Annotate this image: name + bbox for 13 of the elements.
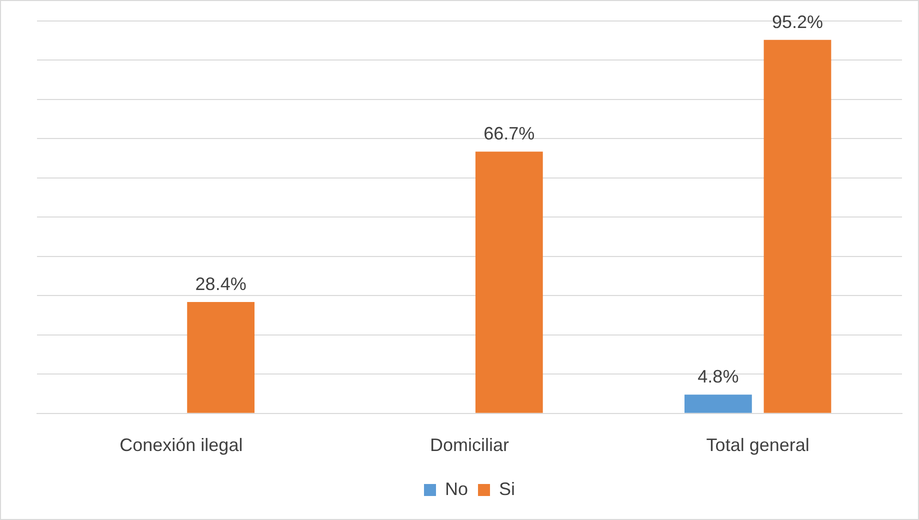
data-label: 4.8% <box>698 366 739 387</box>
bar <box>475 152 543 413</box>
data-label: 28.4% <box>195 274 246 294</box>
x-tick-label: Conexión ilegal <box>120 435 243 456</box>
data-label: 95.2% <box>772 12 824 32</box>
bar <box>764 40 832 413</box>
legend-label: No <box>444 478 468 499</box>
data-label: 66.7% <box>484 124 535 144</box>
x-tick-label: Total general <box>706 435 810 456</box>
legend-label: Si <box>499 478 516 499</box>
bar <box>684 394 752 413</box>
bar <box>187 302 255 413</box>
x-tick-label: Domiciliar <box>430 435 510 456</box>
